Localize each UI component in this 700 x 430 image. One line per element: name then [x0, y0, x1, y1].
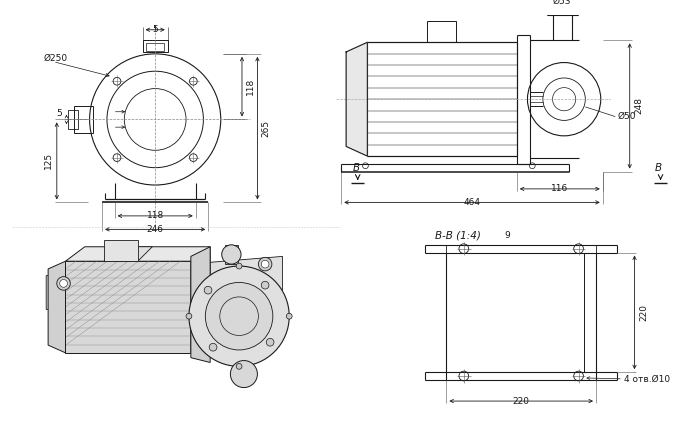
- Text: B: B: [352, 163, 359, 173]
- Circle shape: [261, 281, 269, 289]
- Text: 125: 125: [43, 152, 52, 169]
- Circle shape: [236, 263, 242, 269]
- Circle shape: [189, 266, 289, 366]
- Text: 220: 220: [512, 396, 530, 405]
- Text: 265: 265: [262, 120, 271, 137]
- Polygon shape: [225, 245, 238, 264]
- Circle shape: [261, 260, 269, 268]
- Text: 5: 5: [56, 109, 62, 118]
- Bar: [69, 110, 78, 129]
- Polygon shape: [346, 42, 368, 156]
- Circle shape: [286, 313, 292, 319]
- Bar: [143, 40, 168, 52]
- Circle shape: [236, 363, 242, 369]
- Bar: [146, 43, 164, 51]
- Text: B-B (1:4): B-B (1:4): [435, 230, 481, 240]
- Circle shape: [204, 286, 212, 294]
- Polygon shape: [66, 247, 210, 261]
- Circle shape: [60, 280, 67, 287]
- Text: Ø250: Ø250: [43, 54, 67, 63]
- Text: 5: 5: [153, 25, 158, 34]
- Text: 464: 464: [463, 198, 480, 207]
- Text: 118: 118: [246, 78, 256, 95]
- Bar: [427, 21, 456, 42]
- Polygon shape: [48, 261, 66, 353]
- Polygon shape: [66, 261, 191, 353]
- Circle shape: [266, 338, 274, 346]
- Circle shape: [205, 283, 273, 350]
- Text: Ø53: Ø53: [553, 0, 571, 6]
- Text: 246: 246: [147, 225, 164, 234]
- Polygon shape: [104, 240, 138, 261]
- Circle shape: [258, 258, 272, 271]
- Circle shape: [186, 313, 192, 319]
- Text: 118: 118: [146, 212, 164, 221]
- Text: 9: 9: [504, 230, 510, 240]
- Text: 220: 220: [640, 304, 649, 321]
- Text: 116: 116: [551, 184, 568, 194]
- Circle shape: [230, 361, 258, 387]
- Polygon shape: [46, 256, 283, 310]
- Polygon shape: [104, 247, 153, 261]
- Text: Ø50: Ø50: [617, 112, 636, 121]
- Circle shape: [57, 276, 70, 290]
- Circle shape: [222, 245, 241, 264]
- Polygon shape: [191, 247, 210, 353]
- Text: 4 отв.Ø10: 4 отв.Ø10: [624, 375, 670, 384]
- Text: 248: 248: [635, 98, 644, 114]
- Text: B: B: [655, 163, 662, 173]
- Bar: [74, 106, 94, 133]
- Polygon shape: [191, 247, 210, 362]
- Circle shape: [209, 344, 217, 351]
